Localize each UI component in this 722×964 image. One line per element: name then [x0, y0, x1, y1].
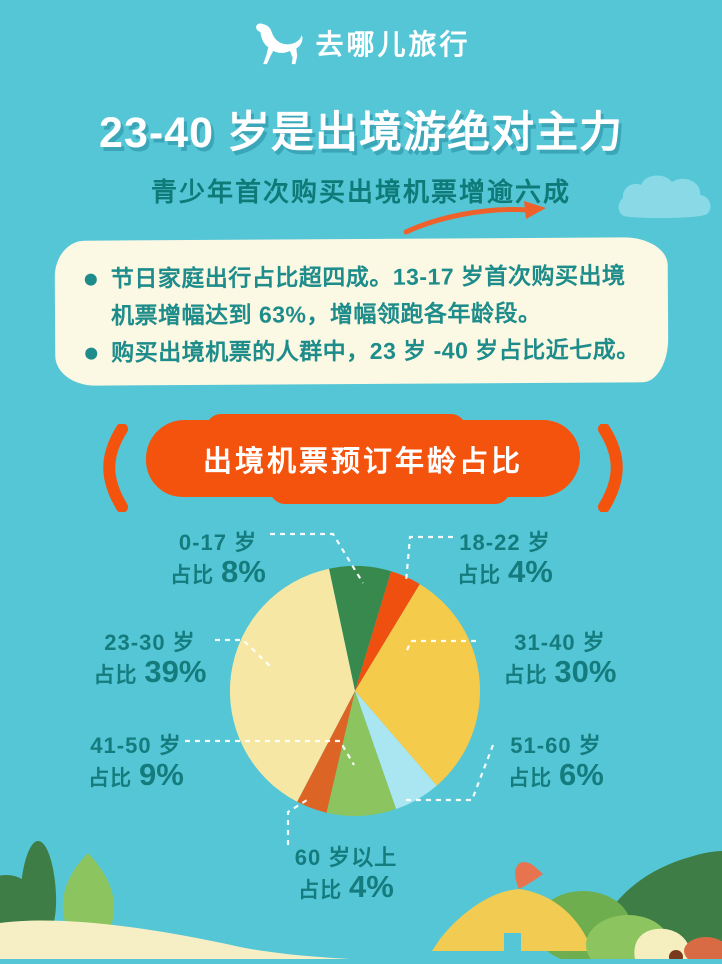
pie-label-60 岁以上: 60 岁以上 占比 4% — [294, 845, 398, 904]
pie-label-41-50 岁: 41-50 岁占比 9% — [88, 733, 184, 792]
leader-line-60 岁以上 — [286, 799, 308, 845]
tent-icon — [432, 862, 592, 951]
leader-line-41-50 岁 — [185, 739, 355, 766]
pie-slice-23-30 岁 — [229, 568, 355, 802]
pie-slice-41-50 岁 — [326, 691, 397, 816]
pie-label-18-22 岁: 18-22 岁占比 4% — [457, 530, 553, 589]
pie-slice-18-22 岁 — [355, 571, 420, 691]
fruit-icon — [684, 937, 722, 964]
pie-slice-31-40 岁 — [355, 584, 481, 786]
pie-slice-60 岁以上 — [297, 691, 355, 813]
page-title: 23-40 岁是出境游绝对主力 — [99, 109, 623, 157]
bracket-right-icon — [594, 423, 628, 517]
camel-icon — [251, 20, 303, 66]
leader-line-31-40 岁 — [403, 639, 476, 656]
sand-mound — [0, 920, 350, 959]
leader-line-51-60 岁 — [403, 744, 495, 802]
pie-label-31-40 岁: 31-40 岁占比 30% — [503, 630, 617, 689]
section-banner: 出境机票预订年龄占比 — [146, 414, 580, 504]
pie-label-0-17 岁: 0-17 岁占比 8% — [170, 530, 266, 589]
section-banner-label: 出境机票预订年龄占比 — [202, 445, 523, 478]
leader-line-0-17 岁 — [270, 532, 364, 584]
page-subtitle: 青少年首次购买出境机票增逾六成 — [150, 177, 571, 207]
brand-header: 去哪儿旅行 — [0, 20, 722, 66]
pie-slice-0-17 岁 — [329, 565, 392, 691]
leader-line-18-22 岁 — [404, 535, 453, 583]
pie-label-51-60 岁: 51-60 岁占比 6% — [508, 733, 604, 792]
landscape-decoration — [0, 839, 722, 964]
cloud-icon — [610, 168, 722, 229]
brand-name: 去哪儿旅行 — [315, 29, 471, 60]
bracket-left-icon — [98, 423, 132, 517]
swoosh-arrow-icon — [400, 198, 550, 243]
leader-line-23-30 岁 — [215, 638, 273, 669]
pie-slice-51-60 岁 — [355, 691, 437, 809]
tree-light-icon — [62, 853, 114, 943]
pie-label-23-30 岁: 23-30 岁占比 39% — [93, 630, 207, 689]
